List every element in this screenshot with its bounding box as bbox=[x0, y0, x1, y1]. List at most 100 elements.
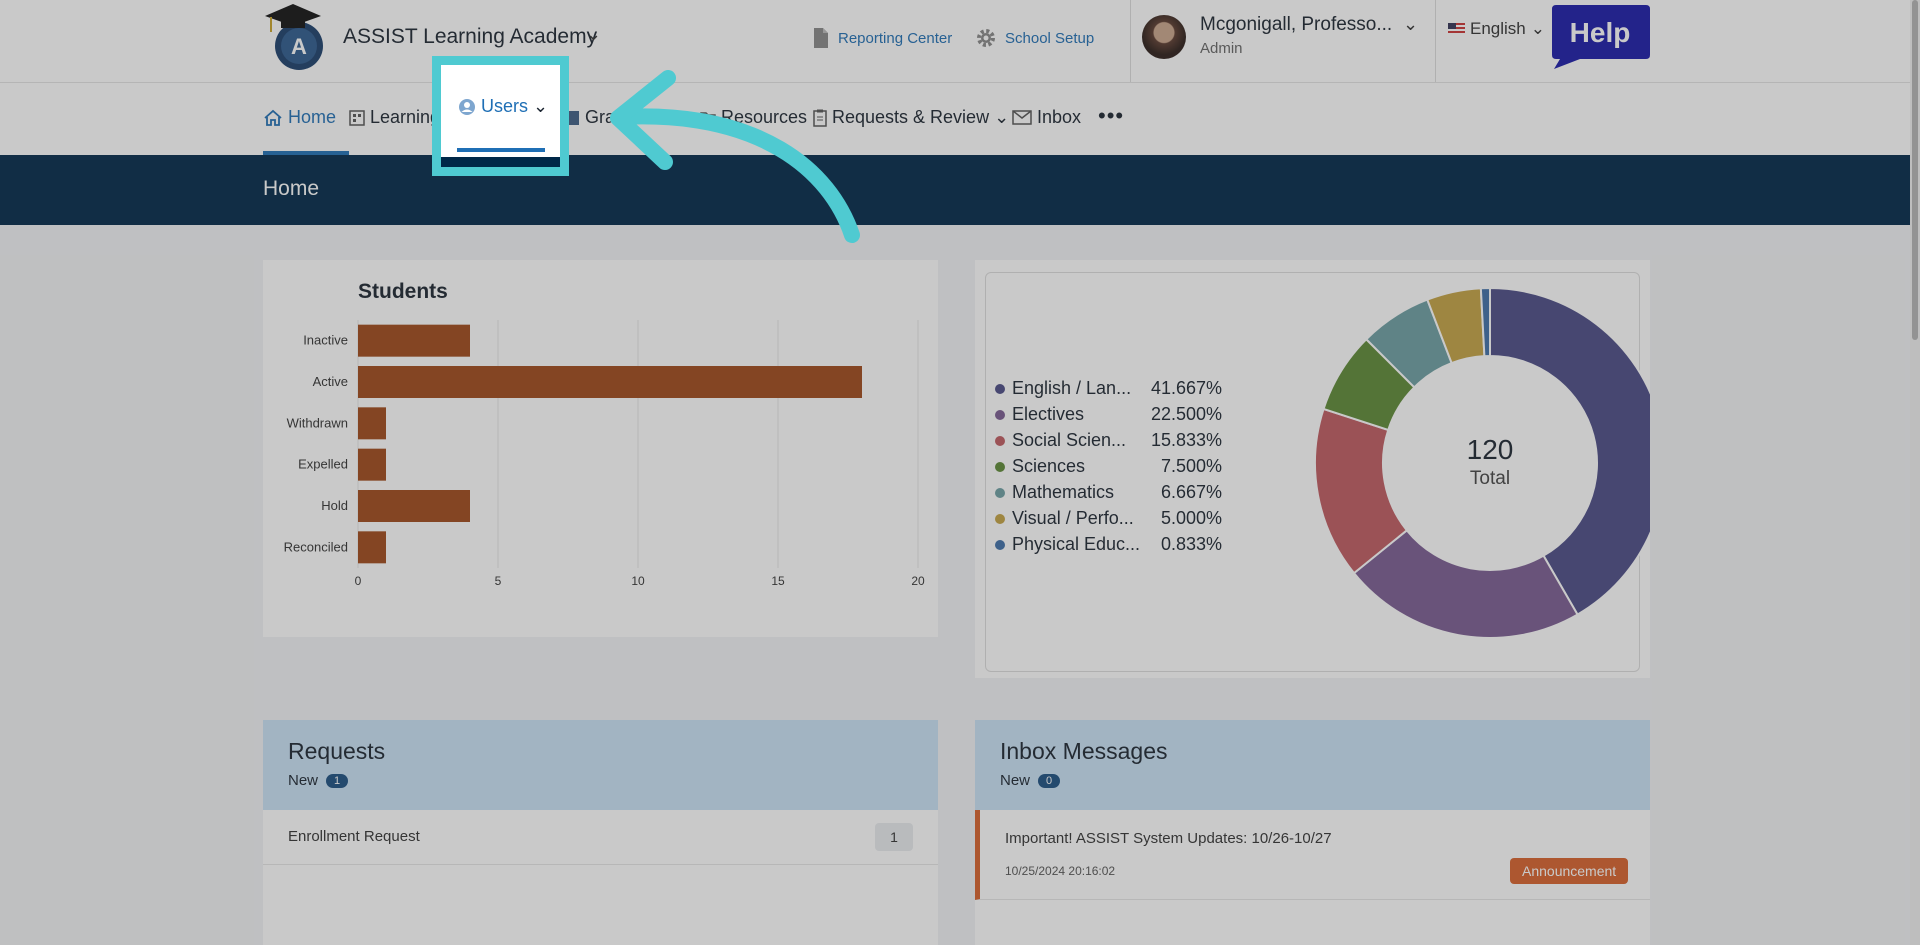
reporting-center-link[interactable]: Reporting Center bbox=[812, 27, 952, 49]
users-highlight: Users ⌄ bbox=[432, 56, 569, 176]
nav-home[interactable]: Home bbox=[263, 107, 336, 128]
requests-new: New 1 bbox=[288, 772, 349, 789]
help-button[interactable]: Help bbox=[1550, 5, 1650, 69]
inbox-panel: Inbox Messages New 0 Important! ASSIST S… bbox=[975, 720, 1650, 945]
document-icon bbox=[814, 28, 828, 48]
announcement-badge[interactable]: Announcement bbox=[1510, 858, 1629, 884]
grid-icon bbox=[349, 109, 365, 126]
y-tick-label: Hold bbox=[321, 498, 348, 513]
legend-item[interactable]: Mathematics 6.667% bbox=[995, 482, 1222, 503]
reporting-center-label: Reporting Center bbox=[838, 29, 953, 47]
legend-item[interactable]: Sciences 7.500% bbox=[995, 456, 1222, 477]
bar[interactable] bbox=[358, 407, 386, 440]
home-icon bbox=[264, 109, 282, 126]
nav-inbox[interactable]: Inbox bbox=[1012, 107, 1081, 128]
donut-total-label: Total bbox=[1469, 468, 1511, 489]
x-tick-label: 0 bbox=[355, 574, 362, 588]
legend-label: Sciences bbox=[1012, 456, 1086, 476]
legend-item[interactable]: Electives 22.500% bbox=[995, 404, 1222, 425]
legend-swatch bbox=[995, 513, 1005, 524]
bar[interactable] bbox=[358, 531, 386, 564]
bar[interactable] bbox=[358, 490, 470, 522]
donut-slice[interactable] bbox=[1479, 286, 1491, 358]
legend-swatch bbox=[995, 383, 1005, 394]
students-bar-chart: 0 5 10 15 20 Inactive Active Withdrawn Expelled H… bbox=[284, 320, 925, 588]
scrollbar-thumb[interactable] bbox=[1912, 0, 1918, 340]
school-name[interactable]: ASSIST Learning Academy bbox=[343, 25, 598, 48]
legend-percent: 41.667% bbox=[1150, 378, 1222, 398]
scrollbar[interactable] bbox=[1910, 0, 1920, 945]
help-label: Help bbox=[1570, 17, 1631, 48]
language-label: English bbox=[1470, 19, 1526, 38]
legend-percent: 15.833% bbox=[1150, 430, 1222, 450]
legend-item[interactable]: Visual / Perfo... 5.000% bbox=[995, 508, 1222, 529]
legend-percent: 6.667% bbox=[1160, 482, 1222, 502]
top-header: A ASSIST Learning Academy ⌄ Reporting Ce… bbox=[0, 0, 1920, 82]
requests-title: Requests bbox=[288, 738, 386, 764]
legend-swatch bbox=[995, 539, 1005, 550]
request-label: Enrollment Request bbox=[288, 828, 420, 845]
title-band-fragment bbox=[441, 157, 560, 167]
nav-users[interactable]: Users ⌄ bbox=[458, 96, 548, 117]
bar[interactable] bbox=[358, 366, 862, 398]
requests-header: Requests New 1 bbox=[263, 720, 938, 810]
user-circle-icon bbox=[459, 98, 475, 115]
nav-grades[interactable]: Gra bbox=[566, 107, 615, 128]
chevron-down-icon: ⌄ bbox=[1530, 19, 1546, 38]
y-tick-label: Inactive bbox=[303, 333, 348, 348]
legend-item[interactable]: Social Scien... 15.833% bbox=[995, 430, 1222, 451]
legend-label: Visual / Perfo... bbox=[1012, 508, 1134, 528]
legend-percent: 7.500% bbox=[1160, 456, 1222, 476]
legend-percent: 5.000% bbox=[1160, 508, 1222, 528]
y-tick-label: Withdrawn bbox=[287, 415, 348, 430]
gear-icon bbox=[977, 29, 995, 47]
avatar[interactable] bbox=[1142, 15, 1186, 59]
inbox-header: Inbox Messages New 0 bbox=[975, 720, 1650, 810]
chevron-down-icon: ⌄ bbox=[994, 107, 1010, 127]
list-item[interactable]: Important! ASSIST System Updates: 10/26-… bbox=[975, 810, 1650, 900]
school-logo[interactable]: A bbox=[263, 2, 329, 72]
chevron-down-icon[interactable]: ⌄ bbox=[1403, 14, 1419, 34]
donut-slice[interactable] bbox=[1352, 528, 1579, 639]
nav-resources[interactable]: Resources bbox=[700, 107, 807, 128]
user-name[interactable]: Mcgonigall, Professo... bbox=[1200, 14, 1393, 35]
inbox-new-label: New bbox=[1000, 772, 1031, 789]
user-role: Admin bbox=[1200, 40, 1243, 57]
donut-slice[interactable] bbox=[1489, 286, 1650, 616]
school-setup-link[interactable]: School Setup bbox=[975, 27, 1094, 49]
legend-label: English / Lan... bbox=[1012, 378, 1132, 398]
bar[interactable] bbox=[358, 448, 386, 481]
legend-label: Electives bbox=[1012, 404, 1085, 424]
page-title: Home bbox=[263, 177, 320, 200]
list-item[interactable]: Enrollment Request 1 bbox=[263, 810, 938, 865]
inbox-new: New 0 bbox=[1000, 772, 1061, 789]
more-icon: ••• bbox=[1098, 103, 1125, 128]
legend-swatch bbox=[995, 487, 1005, 498]
nav-grades-label: Gra bbox=[585, 107, 616, 127]
bar[interactable] bbox=[358, 324, 470, 357]
legend-item[interactable]: Physical Educ... 0.833% bbox=[995, 534, 1222, 555]
inbox-new-count: 0 bbox=[1038, 773, 1061, 788]
legend-label: Social Scien... bbox=[1012, 430, 1127, 450]
requests-new-count: 1 bbox=[326, 773, 349, 788]
chevron-down-icon[interactable]: ⌄ bbox=[586, 24, 602, 44]
more-menu-button[interactable]: ••• bbox=[1098, 103, 1124, 129]
requests-panel: Requests New 1 Enrollment Request 1 bbox=[263, 720, 938, 945]
us-flag-icon bbox=[1448, 23, 1465, 35]
requests-new-label: New bbox=[288, 772, 319, 789]
nav-requests-review[interactable]: Requests & Review ⌄ bbox=[813, 107, 1009, 128]
legend-item[interactable]: English / Lan... 41.667% bbox=[995, 378, 1222, 399]
donut-total-value: 120 bbox=[1466, 434, 1514, 465]
legend-swatch bbox=[995, 409, 1005, 420]
nav-resources-label: Resources bbox=[721, 107, 808, 127]
clipboard-icon bbox=[813, 109, 827, 127]
x-tick-label: 20 bbox=[911, 574, 925, 588]
language-selector[interactable]: English ⌄ bbox=[1448, 19, 1545, 39]
active-tab-indicator bbox=[263, 151, 349, 155]
nav-home-label: Home bbox=[288, 107, 337, 127]
subjects-chart-card: English / Lan... 41.667% Electives 22.500% S… bbox=[975, 260, 1650, 678]
inbox-title: Inbox Messages bbox=[1000, 738, 1168, 764]
chart-title: Students bbox=[358, 280, 448, 303]
nav-users-label: Users bbox=[481, 96, 529, 116]
x-tick-label: 15 bbox=[771, 574, 785, 588]
